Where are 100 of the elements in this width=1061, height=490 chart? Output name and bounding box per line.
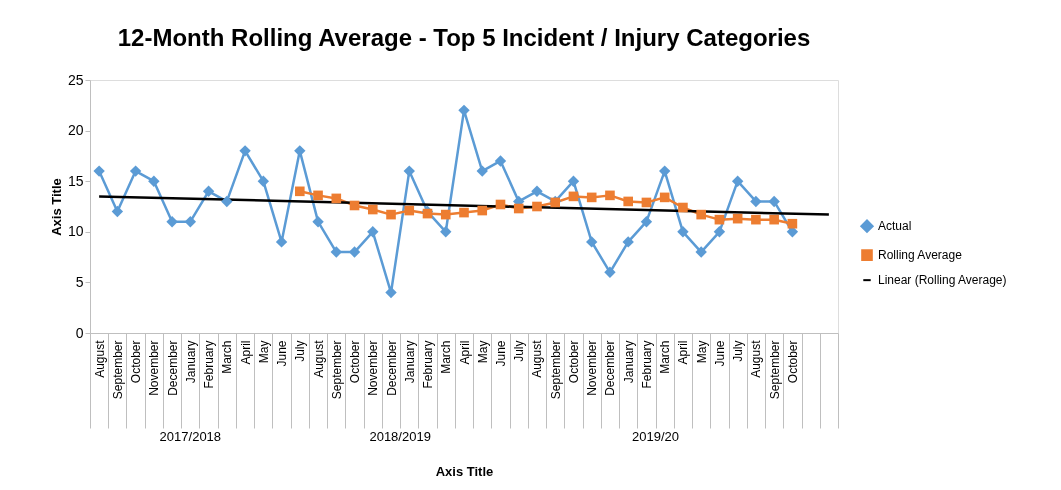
point <box>640 215 653 228</box>
point <box>605 190 615 201</box>
point <box>257 175 270 187</box>
point <box>731 175 744 187</box>
point <box>184 215 197 228</box>
point <box>696 209 706 220</box>
text: 2017/2018 <box>159 429 222 444</box>
point <box>93 165 105 177</box>
x-tick-label: December <box>384 340 399 396</box>
x-tick-label: November <box>585 340 600 396</box>
point <box>713 226 726 238</box>
point <box>750 195 762 208</box>
point <box>166 215 178 228</box>
x-tick-label: June <box>275 340 290 367</box>
point <box>751 214 761 225</box>
point <box>623 196 633 207</box>
x-tick-label: October <box>348 340 363 384</box>
point <box>459 207 469 218</box>
x-tick-label: May <box>475 340 490 364</box>
text: 2019/20 <box>632 429 680 444</box>
point <box>477 205 488 216</box>
x-tick-label: November <box>147 340 162 396</box>
point <box>622 236 634 248</box>
point <box>567 175 580 187</box>
x-tick-label: March <box>658 340 673 374</box>
point <box>404 205 415 216</box>
x-tick-label: October <box>129 340 144 384</box>
point <box>221 195 233 208</box>
text: 2018/2019 <box>369 429 431 444</box>
point <box>403 165 415 177</box>
x-tick-label: July <box>293 340 308 362</box>
y-tick-label: 15 <box>67 172 84 189</box>
x-tick-label: August <box>530 339 545 378</box>
y-tick-label: 20 <box>67 122 84 139</box>
x-tick-label: June <box>493 340 508 367</box>
point <box>331 193 342 204</box>
legend-label: Rolling Average <box>878 248 963 263</box>
point <box>440 209 451 220</box>
x-tick-label: December <box>603 340 618 396</box>
point <box>129 165 142 177</box>
x-tick-label: September <box>548 340 563 400</box>
x-tick-label: March <box>220 340 235 374</box>
x-tick-label: August <box>749 339 764 378</box>
point <box>367 226 379 238</box>
point <box>658 165 671 177</box>
x-tick-label: July <box>512 340 527 362</box>
x-tick-label: August <box>92 339 107 378</box>
x-axis-title: Axis Title <box>435 463 494 479</box>
point <box>787 218 798 229</box>
point <box>330 246 342 258</box>
x-tick-label: November <box>366 340 381 396</box>
point <box>677 226 689 238</box>
x-tick-label: April <box>676 340 691 365</box>
point <box>586 192 597 203</box>
x-tick-label: September <box>110 340 125 400</box>
point <box>532 201 542 212</box>
point <box>239 145 251 157</box>
point <box>586 236 598 248</box>
point <box>604 266 616 278</box>
y-tick-label: 25 <box>67 71 84 88</box>
point <box>695 246 707 258</box>
point <box>476 165 488 177</box>
point <box>678 202 688 213</box>
legend-label: Actual <box>878 219 912 234</box>
point <box>313 190 323 201</box>
x-tick-label: April <box>238 340 253 365</box>
point <box>769 214 779 225</box>
point <box>148 175 160 187</box>
x-tick-label: May <box>256 340 271 364</box>
legend-label: Linear (Rolling Average) <box>878 273 1007 288</box>
x-tick-label: June <box>712 340 727 367</box>
x-tick-label: April <box>457 340 472 365</box>
x-tick-label: January <box>402 340 417 384</box>
y-tick-label: 10 <box>67 223 84 240</box>
point <box>386 209 396 220</box>
point <box>202 185 215 198</box>
point <box>768 195 780 208</box>
point <box>367 204 378 215</box>
point <box>494 155 507 167</box>
point <box>111 205 124 218</box>
x-tick-label: August <box>311 339 326 378</box>
point <box>275 236 288 248</box>
x-tick-label: February <box>421 340 436 389</box>
x-tick-label: February <box>202 340 217 389</box>
x-tick-label: February <box>639 340 654 389</box>
x-tick-label: October <box>785 340 800 384</box>
y-axis-title: Axis Title <box>48 178 64 236</box>
x-tick-label: March <box>439 340 454 374</box>
point <box>440 226 452 238</box>
x-tick-label: October <box>566 340 581 384</box>
point <box>531 185 543 198</box>
chart-title: 12-Month Rolling Average - Top 5 Incident / Injury Categories <box>117 24 811 51</box>
x-tick-label: September <box>767 340 782 400</box>
point <box>312 215 324 228</box>
point <box>513 203 524 214</box>
x-tick-label: September <box>329 340 344 400</box>
x-tick-label: July <box>731 340 746 362</box>
y-tick-label: 0 <box>75 324 84 341</box>
x-tick-label: December <box>165 340 180 396</box>
y-tick-label: 5 <box>75 273 84 290</box>
